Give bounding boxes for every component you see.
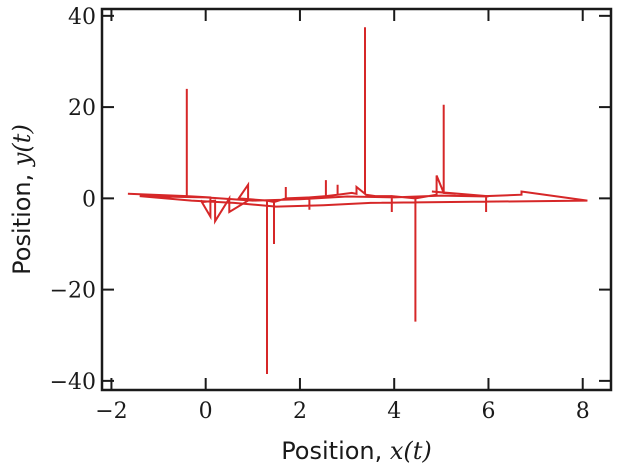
- y-tick-label: 0: [82, 187, 96, 212]
- y-tick-label: 40: [68, 5, 96, 30]
- y-tick-label: −40: [50, 370, 96, 395]
- x-tick-label: 0: [199, 399, 213, 424]
- x-tick-label: 6: [481, 399, 495, 424]
- x-tick-label: −2: [95, 399, 127, 424]
- trajectory-line-0: [127, 27, 588, 374]
- x-axis-label: Position, x(t): [281, 437, 432, 465]
- x-tick-label: 2: [293, 399, 307, 424]
- y-axis-label: Position, y(t): [8, 124, 36, 275]
- y-tick-label: 20: [68, 96, 96, 121]
- plot-frame: [100, 7, 613, 392]
- x-tick-label: 8: [576, 399, 590, 424]
- plot-layer: [127, 27, 588, 374]
- y-tick-label: −20: [50, 279, 96, 304]
- x-tick-label: 4: [387, 399, 401, 424]
